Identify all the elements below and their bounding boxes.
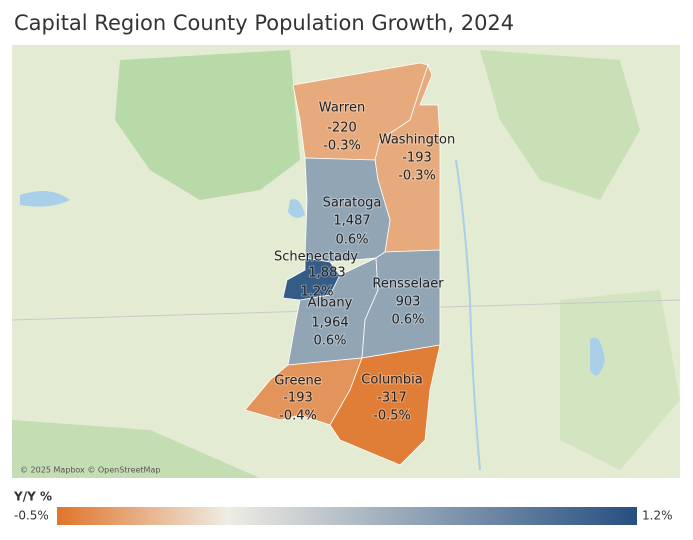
county-pct: 0.6% — [313, 334, 346, 349]
county-change: -193 — [283, 391, 313, 406]
county-pct: -0.4% — [279, 409, 317, 424]
county-name: Warren — [319, 101, 365, 116]
county-name: Washington — [379, 133, 455, 148]
county-name: Saratoga — [323, 196, 382, 211]
county-change: -220 — [327, 121, 357, 136]
attribution: © 2025 Mapbox © OpenStreetMap — [20, 466, 160, 475]
county-name: Columbia — [361, 373, 422, 388]
county-pct: -0.3% — [323, 139, 361, 154]
legend-bar — [57, 507, 637, 525]
legend-max: 1.2% — [642, 509, 673, 523]
county — [329, 344, 441, 466]
county-name: Greene — [274, 374, 321, 389]
county-name: Albany — [308, 296, 353, 311]
title: Capital Region County Population Growth,… — [14, 11, 514, 35]
county-name: Schenectady — [274, 250, 358, 265]
county-change: -317 — [377, 391, 407, 406]
county-pct: -0.5% — [373, 409, 411, 424]
county-name: Rensselaer — [372, 277, 444, 292]
county-change: 1,964 — [311, 316, 348, 331]
county-pct: 1.2% — [300, 285, 333, 300]
county-change: -193 — [402, 151, 432, 166]
county-pct: 0.6% — [391, 313, 424, 328]
county-pct: -0.3% — [398, 169, 436, 184]
legend-min: -0.5% — [14, 509, 49, 523]
county-change: 903 — [396, 295, 421, 310]
county-pct: 0.6% — [335, 233, 368, 248]
county-change: 1,487 — [333, 214, 370, 229]
legend-title: Y/Y % — [13, 490, 52, 504]
county-change: 1,883 — [308, 266, 345, 281]
